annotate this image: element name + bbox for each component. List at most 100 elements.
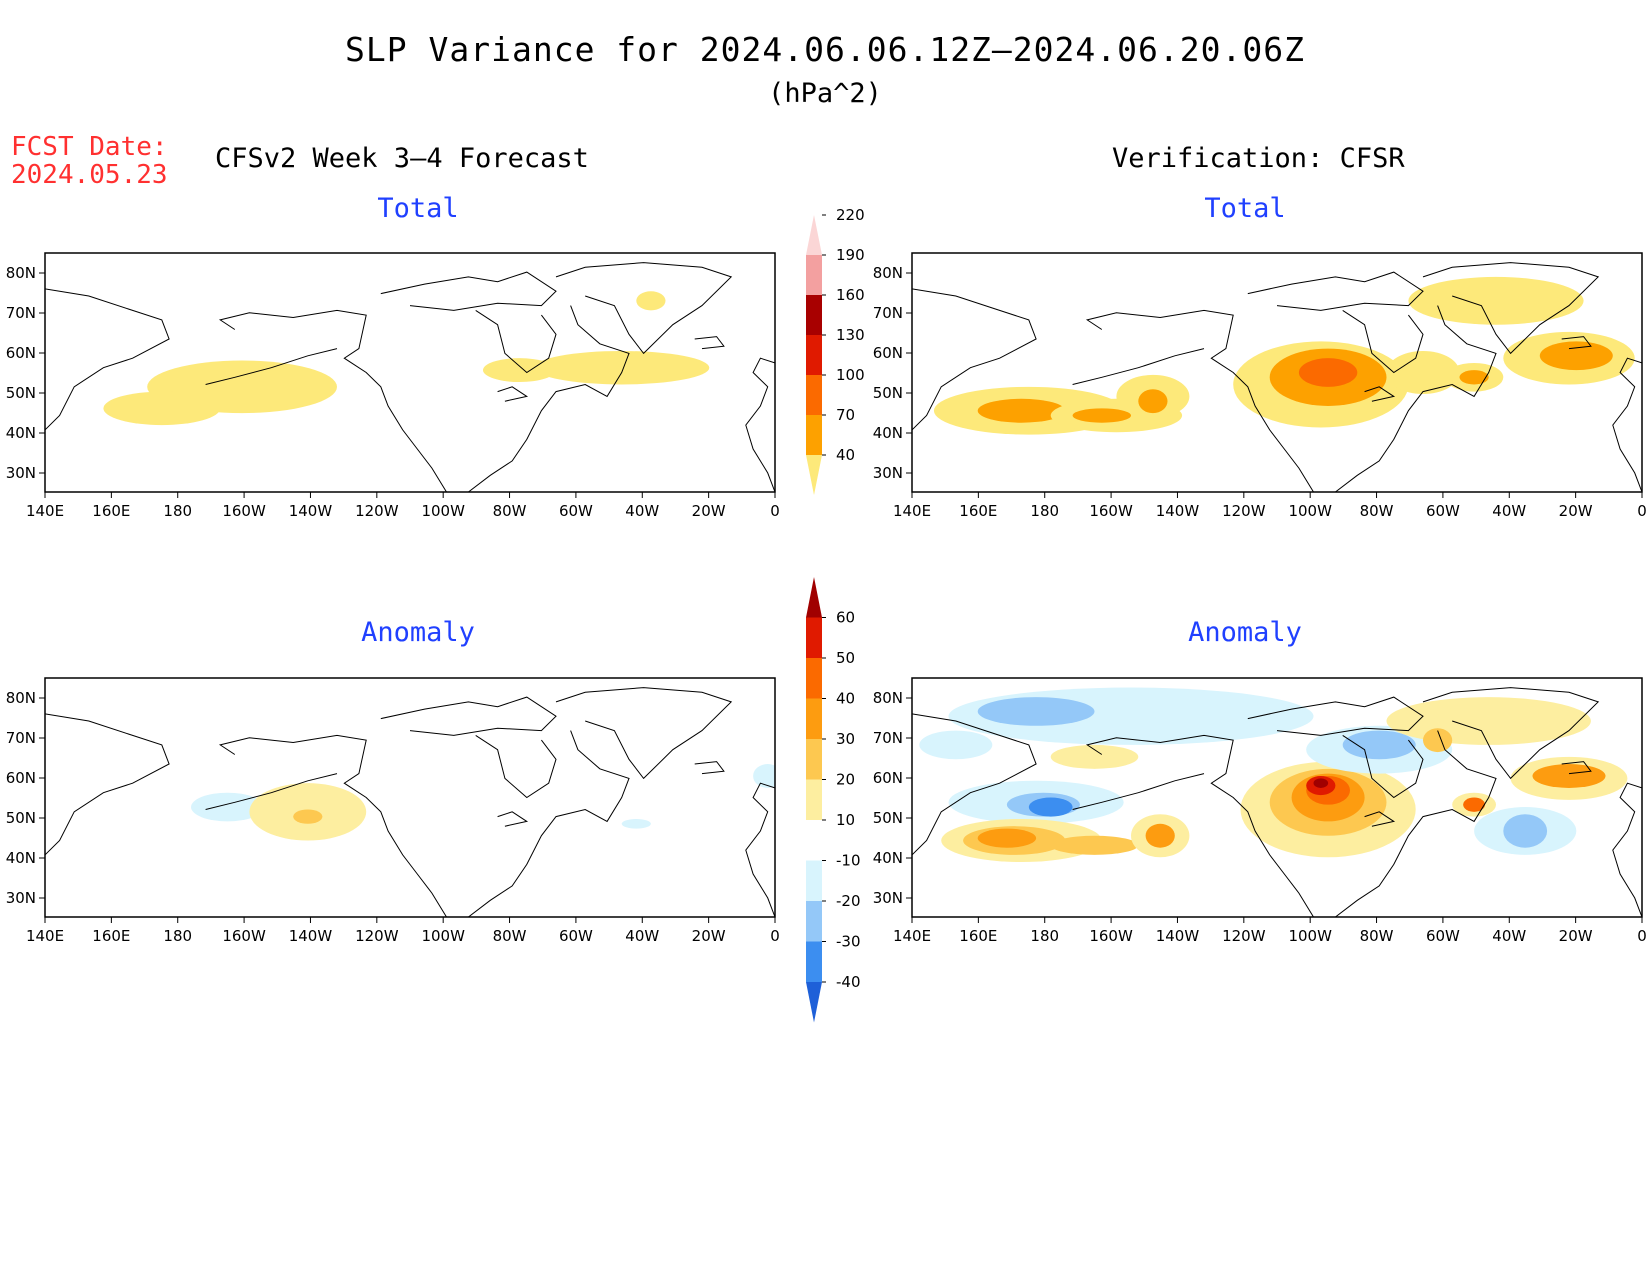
lon-label: 140E bbox=[893, 502, 931, 520]
map-background bbox=[45, 678, 775, 917]
colorbar-label: 70 bbox=[836, 406, 855, 424]
shaded-region bbox=[1072, 408, 1132, 423]
coastline bbox=[205, 348, 338, 385]
lat-label: 60N bbox=[6, 769, 36, 787]
colorbar-label: 10 bbox=[836, 811, 855, 829]
verification-header: Verification: CFSR bbox=[1112, 143, 1405, 174]
lon-label: 40W bbox=[1492, 502, 1526, 520]
lon-label: 60W bbox=[559, 927, 593, 945]
lon-label: 0 bbox=[770, 927, 780, 945]
map-frame bbox=[911, 677, 1643, 918]
colorbar-swatch bbox=[806, 779, 822, 820]
coastline bbox=[745, 357, 775, 492]
shaded-region bbox=[636, 291, 666, 311]
colorbar-swatch bbox=[806, 375, 822, 415]
colorbar-swatch bbox=[806, 698, 822, 739]
map-frame bbox=[44, 677, 776, 918]
lon-label: 100W bbox=[421, 927, 465, 945]
colorbar-label: -40 bbox=[836, 973, 861, 991]
lat-label: 80N bbox=[6, 264, 36, 282]
shaded-region bbox=[1145, 823, 1175, 848]
shaded-region bbox=[1408, 276, 1584, 325]
shaded-region bbox=[977, 828, 1037, 848]
lat-label: 70N bbox=[6, 729, 36, 747]
lat-label: 70N bbox=[6, 304, 36, 322]
shaded-region bbox=[534, 350, 710, 385]
map-panel-verification-anomaly: 80N 70N 60N 50N 40N 30N 140E 160E 180 160W 140W 120… bbox=[873, 677, 1647, 945]
shaded-region bbox=[1138, 389, 1168, 414]
lat-label: 80N bbox=[873, 264, 903, 282]
lat-label: 40N bbox=[6, 424, 36, 442]
forecast-total-label: Total bbox=[377, 193, 459, 224]
lon-label: 0 bbox=[770, 502, 780, 520]
lat-label: 70N bbox=[873, 729, 903, 747]
lon-label: 40W bbox=[625, 502, 659, 520]
lon-label: 180 bbox=[163, 927, 192, 945]
shaded-region bbox=[1539, 341, 1613, 371]
shaded-region bbox=[977, 697, 1095, 726]
lon-label: 60W bbox=[1426, 927, 1460, 945]
coastline bbox=[912, 288, 1037, 431]
lat-label: 50N bbox=[873, 809, 903, 827]
lat-label: 40N bbox=[873, 424, 903, 442]
shaded-region bbox=[1050, 835, 1139, 855]
colorbar-swatch bbox=[806, 335, 822, 375]
coastline bbox=[380, 271, 557, 311]
shaded-region bbox=[919, 730, 993, 760]
lon-label: 140W bbox=[289, 927, 333, 945]
lon-label: 80W bbox=[1360, 502, 1394, 520]
coastline bbox=[205, 773, 338, 810]
lon-label: 20W bbox=[692, 927, 726, 945]
colorbar-label: 220 bbox=[836, 206, 865, 224]
coastline bbox=[1364, 811, 1396, 827]
lon-label: 180 bbox=[1030, 502, 1059, 520]
coastline bbox=[555, 687, 733, 780]
lat-label: 30N bbox=[873, 889, 903, 907]
lat-label: 30N bbox=[6, 464, 36, 482]
page-title: SLP Variance for 2024.06.06.12Z–2024.06.… bbox=[345, 30, 1305, 69]
forecast-anomaly-label: Anomaly bbox=[361, 617, 475, 648]
coastline bbox=[218, 309, 447, 492]
shaded-region bbox=[1532, 764, 1606, 788]
colorbar-arrow bbox=[806, 215, 822, 255]
coastline bbox=[1072, 773, 1205, 810]
coastline bbox=[1612, 782, 1642, 917]
coastline bbox=[380, 696, 557, 736]
shaded-region bbox=[1342, 730, 1416, 760]
colorbar-swatch bbox=[806, 901, 822, 942]
coastline bbox=[497, 811, 529, 827]
lon-label: 180 bbox=[1030, 927, 1059, 945]
shaded-region bbox=[1459, 370, 1489, 385]
coastline bbox=[1247, 271, 1424, 311]
lon-label: 120W bbox=[1222, 927, 1266, 945]
lon-label: 140E bbox=[26, 927, 64, 945]
coastline bbox=[1342, 309, 1424, 374]
coastline bbox=[1364, 386, 1396, 402]
forecast-header: CFSv2 Week 3–4 Forecast bbox=[215, 143, 589, 174]
lon-label: 100W bbox=[421, 502, 465, 520]
colorbar-swatch bbox=[806, 941, 822, 982]
lon-label: 20W bbox=[1559, 927, 1593, 945]
coastline bbox=[1422, 262, 1600, 355]
colorbar-label: 190 bbox=[836, 246, 865, 264]
lon-label: 0 bbox=[1637, 927, 1647, 945]
lon-label: 160E bbox=[92, 502, 130, 520]
map-panel-forecast-total: 80N 70N 60N 50N 40N 30N 140E 160E 180 160W 140W 120… bbox=[6, 252, 780, 520]
lon-label: 100W bbox=[1288, 502, 1332, 520]
colorbar-swatch bbox=[806, 820, 822, 861]
coastline bbox=[497, 386, 529, 402]
map-panel-verification-total: 80N 70N 60N 50N 40N 30N 140E 160E 180 160W 140W 120… bbox=[873, 252, 1647, 520]
shaded-region bbox=[753, 764, 775, 788]
colorbar-swatch bbox=[806, 415, 822, 455]
fcst-date-value: 2024.05.23 bbox=[11, 160, 168, 190]
lon-label: 80W bbox=[1360, 927, 1394, 945]
coastline bbox=[1335, 730, 1497, 917]
coastline bbox=[468, 305, 630, 492]
lon-label: 120W bbox=[355, 927, 399, 945]
lon-label: 20W bbox=[692, 502, 726, 520]
lat-label: 60N bbox=[873, 769, 903, 787]
units-label: (hPa^2) bbox=[768, 78, 882, 109]
lon-label: 160E bbox=[959, 927, 997, 945]
shaded-region bbox=[621, 819, 651, 829]
